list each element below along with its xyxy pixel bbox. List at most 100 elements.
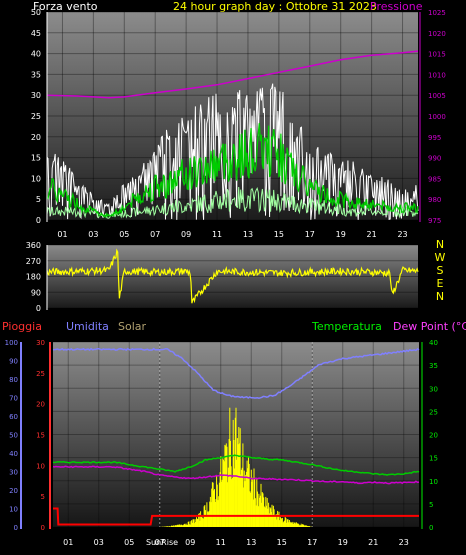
direction-series bbox=[46, 248, 419, 304]
x-tick-label: 21 bbox=[367, 230, 377, 239]
rain-tick-label: 5 bbox=[41, 493, 45, 501]
left-tick-label: 25 bbox=[31, 112, 41, 121]
x-tick-label: 23 bbox=[397, 230, 407, 239]
x-tick-label: 13 bbox=[246, 538, 256, 547]
temp-tick-label: 40 bbox=[429, 339, 438, 347]
hum-tick-label: 10 bbox=[9, 506, 18, 514]
x-tick-label: 05 bbox=[119, 230, 129, 239]
dir-tick-label: 360 bbox=[26, 241, 41, 250]
graph-title: 24 hour graph day : Ottobre 31 2023 bbox=[173, 0, 377, 13]
hum-tick-label: 40 bbox=[9, 450, 18, 458]
dir-tick-label: 270 bbox=[26, 257, 41, 266]
hum-tick-label: 70 bbox=[9, 395, 18, 403]
right-tick-label: 990 bbox=[428, 155, 441, 163]
hum-tick-label: 30 bbox=[9, 469, 18, 477]
left-tick-label: 10 bbox=[31, 174, 41, 183]
x-tick-label: 03 bbox=[88, 230, 98, 239]
right-tick-label: 1005 bbox=[428, 92, 446, 100]
x-tick-label: 19 bbox=[336, 230, 346, 239]
x-tick-label: 03 bbox=[94, 538, 104, 547]
left-tick-label: 5 bbox=[36, 195, 41, 204]
compass-label: N bbox=[436, 290, 444, 303]
left-tick-label: 45 bbox=[31, 29, 41, 38]
hum-tick-label: 100 bbox=[5, 339, 18, 347]
right-tick-label: 1010 bbox=[428, 71, 446, 79]
temp-axes: 0510152025303540010203040506070809010005… bbox=[5, 339, 438, 547]
x-tick-label: 01 bbox=[63, 538, 73, 547]
temp-tick-label: 35 bbox=[429, 362, 438, 370]
pressure-line bbox=[46, 50, 419, 99]
temp-tick-label: 10 bbox=[429, 478, 438, 486]
dir-tick-label: 180 bbox=[26, 273, 41, 282]
temp-tick-label: 25 bbox=[429, 408, 438, 416]
right-tick-label: 995 bbox=[428, 134, 441, 142]
x-tick-label: 15 bbox=[274, 230, 284, 239]
x-tick-label: 19 bbox=[338, 538, 348, 547]
x-tick-label: 17 bbox=[305, 230, 315, 239]
pressure-series bbox=[46, 50, 419, 99]
x-tick-label: 17 bbox=[307, 538, 317, 547]
solar-label: Solar bbox=[118, 320, 147, 333]
dewpoint-label: Dew Point (°C) bbox=[393, 320, 466, 333]
dir-tick-label: 90 bbox=[31, 288, 41, 297]
x-tick-label: 11 bbox=[212, 230, 222, 239]
x-tick-label: 09 bbox=[185, 538, 195, 547]
right-tick-label: 985 bbox=[428, 175, 441, 183]
temp-series bbox=[52, 347, 420, 526]
compass-label: N bbox=[436, 238, 444, 251]
left-tick-label: 30 bbox=[31, 91, 41, 100]
compass-label: S bbox=[437, 264, 444, 277]
rain-tick-label: 20 bbox=[36, 401, 45, 409]
temp-tick-label: 0 bbox=[429, 524, 433, 532]
hum-tick-label: 60 bbox=[9, 413, 18, 421]
right-tick-label: 1020 bbox=[428, 30, 446, 38]
temperature-label: Temperatura bbox=[311, 320, 382, 333]
wind-series bbox=[46, 83, 419, 220]
rain-line bbox=[53, 507, 419, 526]
temp-tick-label: 15 bbox=[429, 455, 438, 463]
hum-tick-label: 80 bbox=[9, 376, 18, 384]
x-tick-label: 05 bbox=[124, 538, 134, 547]
left-tick-label: 40 bbox=[31, 50, 41, 59]
direction-plot-area bbox=[47, 245, 418, 308]
humidity-label: Umidita bbox=[66, 320, 109, 333]
x-tick-label: 09 bbox=[181, 230, 191, 239]
direction-gridlines bbox=[47, 244, 418, 309]
compass-label: W bbox=[435, 251, 446, 264]
wind-avg-line bbox=[46, 123, 419, 219]
left-tick-label: 50 bbox=[31, 8, 41, 17]
temp-tick-label: 5 bbox=[429, 501, 433, 509]
rain-tick-label: 25 bbox=[36, 370, 45, 378]
rain-tick-label: 15 bbox=[36, 432, 45, 440]
wind-axes: 0510152025303540455097598098599099510001… bbox=[31, 8, 446, 239]
rain-label: Pioggia bbox=[2, 320, 42, 333]
wind-min-line bbox=[46, 186, 419, 219]
dewpoint-line bbox=[52, 465, 420, 485]
rain-tick-label: 30 bbox=[36, 339, 45, 347]
hum-tick-label: 0 bbox=[14, 524, 18, 532]
x-tick-label: 07 bbox=[150, 230, 160, 239]
direction-line bbox=[46, 248, 419, 304]
x-tick-label: 11 bbox=[216, 538, 226, 547]
rain-tick-label: 10 bbox=[36, 462, 45, 470]
rain-tick-label: 0 bbox=[41, 524, 45, 532]
compass-label: E bbox=[437, 277, 444, 290]
x-tick-label: 07 bbox=[155, 538, 165, 547]
temperature-line bbox=[52, 454, 420, 476]
x-tick-label: 13 bbox=[243, 230, 253, 239]
dir-tick-label: 0 bbox=[36, 304, 41, 313]
left-tick-label: 35 bbox=[31, 70, 41, 79]
temp-tick-label: 20 bbox=[429, 432, 438, 440]
x-tick-label: 21 bbox=[368, 538, 378, 547]
temp-tick-label: 30 bbox=[429, 385, 438, 393]
x-tick-label: 01 bbox=[57, 230, 67, 239]
x-tick-label: 15 bbox=[277, 538, 287, 547]
sunrise-label: SunRise bbox=[146, 538, 178, 547]
right-tick-label: 1015 bbox=[428, 51, 446, 59]
hum-tick-label: 20 bbox=[9, 487, 18, 495]
wind-gust-line bbox=[46, 83, 419, 220]
pressure-label: Pressione bbox=[370, 0, 423, 13]
right-tick-label: 975 bbox=[428, 217, 441, 225]
